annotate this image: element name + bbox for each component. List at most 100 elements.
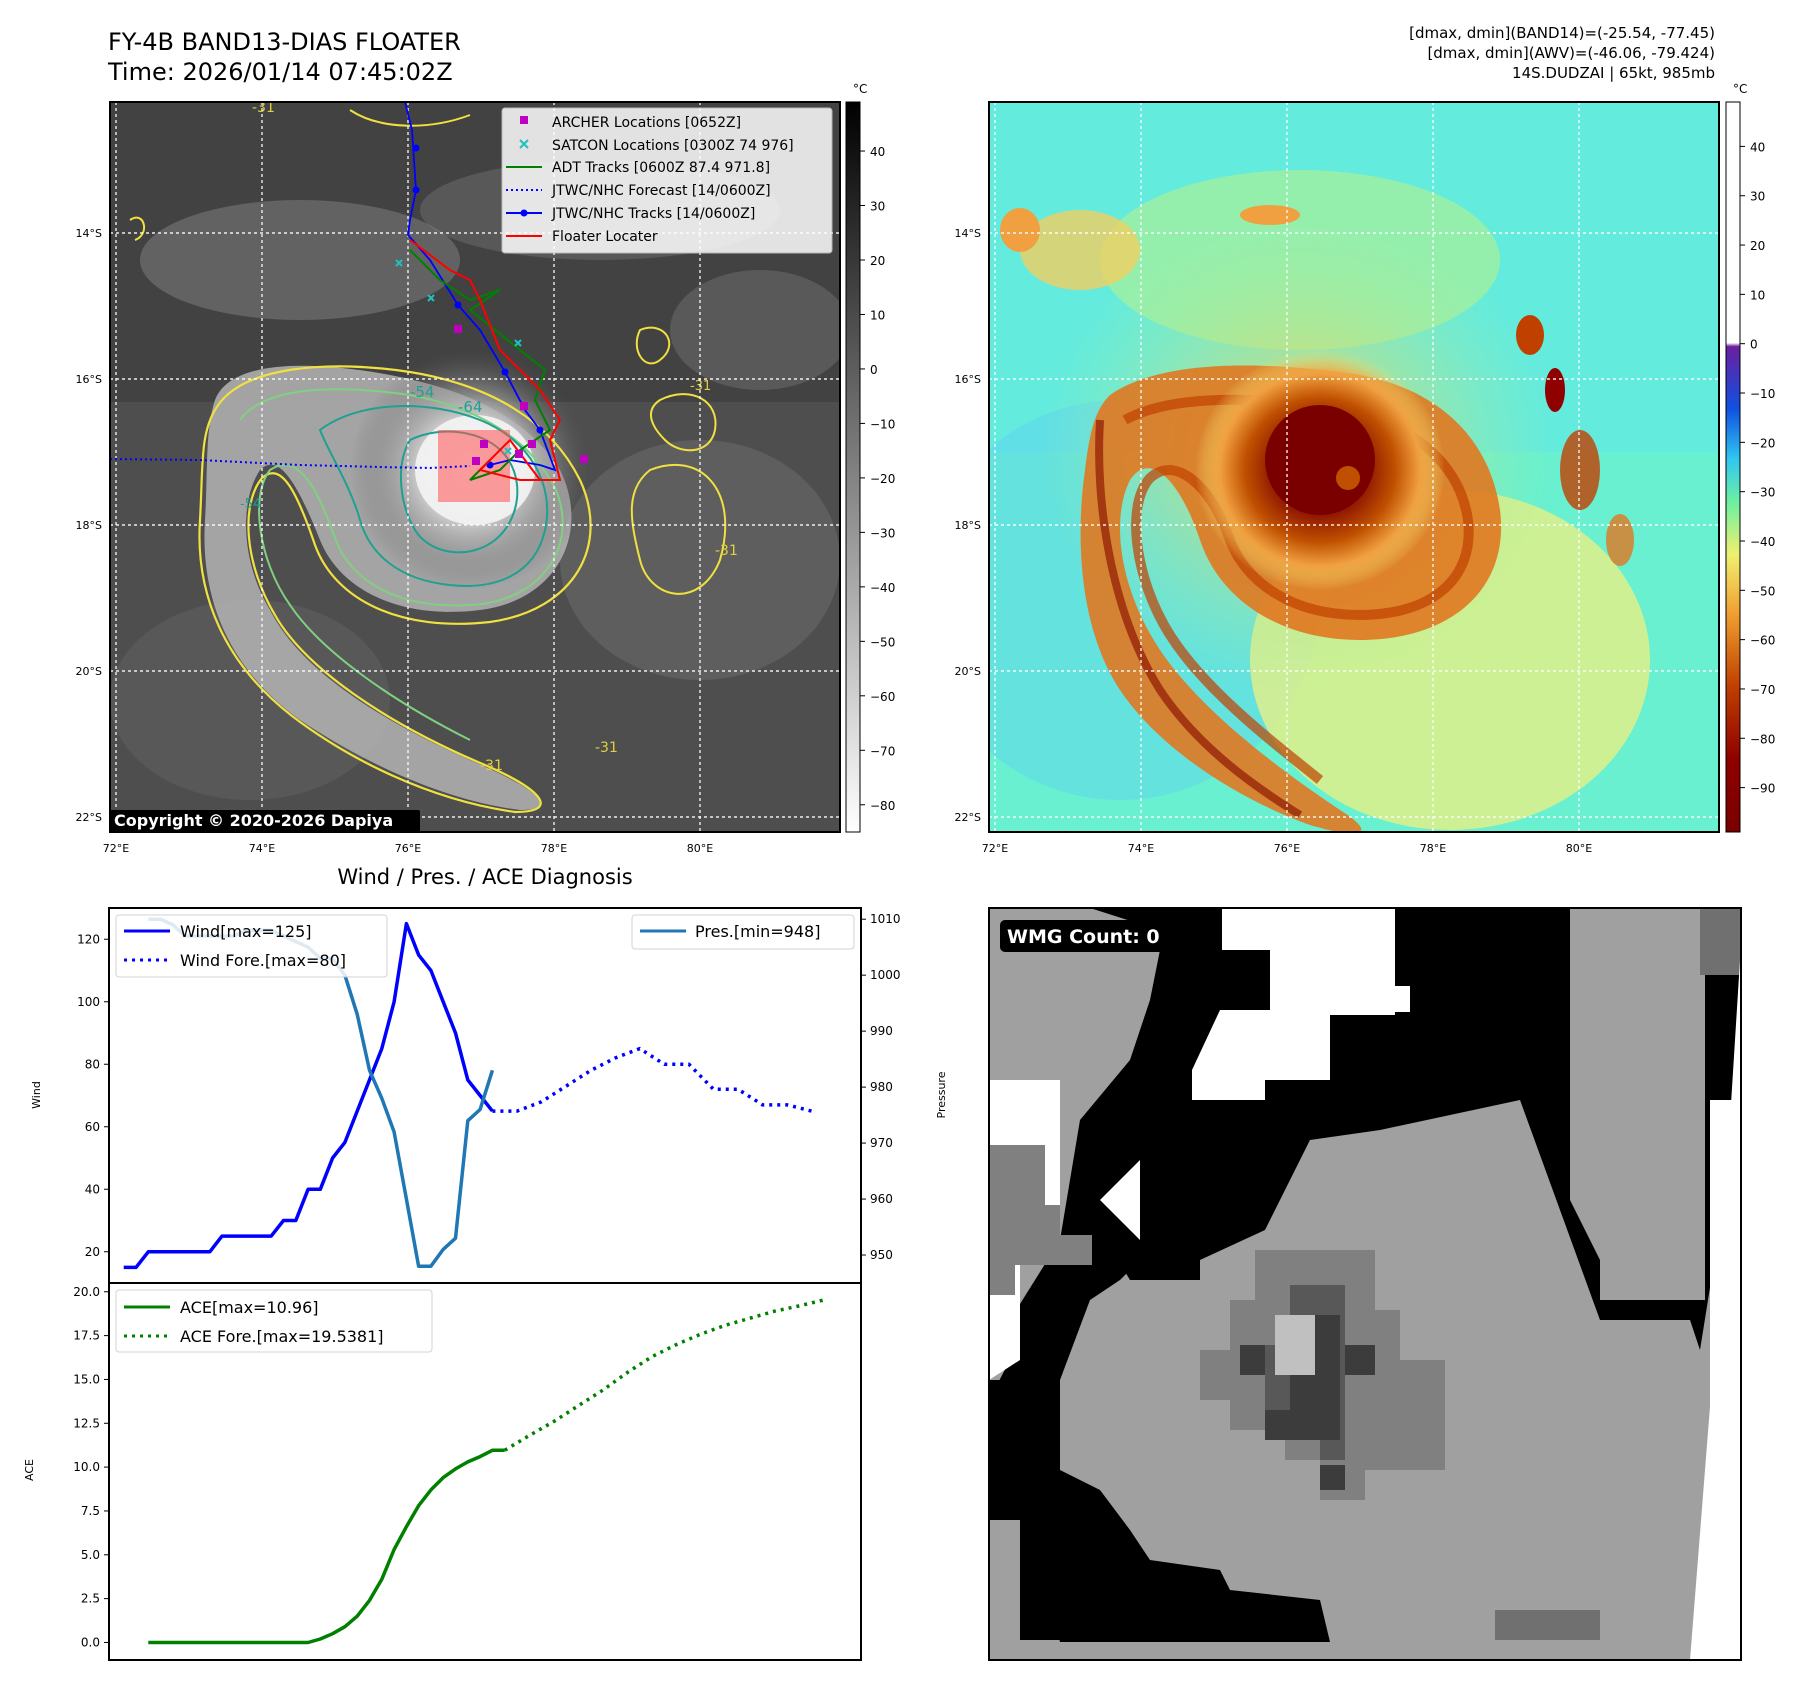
ir-colorbar-unit: °C xyxy=(853,82,867,96)
contour-label: -31 xyxy=(252,100,275,116)
contour-label: -31 xyxy=(595,740,618,756)
ace-ytick: 2.5 xyxy=(81,1592,100,1606)
pressure-ytick: 1010 xyxy=(870,912,901,926)
wind-ytick: 120 xyxy=(77,932,100,946)
adt-track xyxy=(409,249,552,481)
lon-label: 78°E xyxy=(541,842,567,855)
ace-ytick: 10.0 xyxy=(73,1460,100,1474)
legend-floater: Floater Locater xyxy=(552,229,658,245)
ace-ytick: 7.5 xyxy=(81,1504,100,1518)
legend-adt: ADT Tracks [0600Z 87.4 971.8] xyxy=(552,160,770,176)
pres-legend: Pres.[min=948] xyxy=(631,914,855,950)
info-awv: [dmax, dmin](AWV)=(-46.06, -79.424) xyxy=(1427,44,1715,62)
legend-forecast: JTWC/NHC Forecast [14/0600Z] xyxy=(551,183,771,199)
pressure-ytick: 990 xyxy=(870,1024,893,1038)
ir-colorbar-tick: −30 xyxy=(870,526,895,540)
lat-label: 20°S xyxy=(76,665,102,678)
jtwc-track xyxy=(404,102,557,472)
figure-time: Time: 2026/01/14 07:45:02Z xyxy=(107,58,453,86)
lat-label: 18°S xyxy=(955,519,981,532)
floater-track xyxy=(409,239,562,481)
ir-colorbar-tick: 10 xyxy=(870,308,885,322)
bd-grid xyxy=(989,102,1719,832)
ir-colorbar-tick: −80 xyxy=(870,799,895,813)
ir-colorbar: °C 40 30 20 10 0 −10 −20 −30 −40 −50 −60 −70 −80 xyxy=(845,82,895,833)
bd-colorbar-tick: −70 xyxy=(1750,683,1775,697)
wind-ylabel: Wind xyxy=(30,1081,43,1109)
floater-box xyxy=(438,430,510,502)
lat-label: 20°S xyxy=(955,665,981,678)
legend-pres: Pres.[min=948] xyxy=(695,922,820,941)
series-wind xyxy=(123,921,494,1270)
ace-ytick: 12.5 xyxy=(73,1416,100,1430)
lon-label: 72°E xyxy=(982,842,1008,855)
contour-label: -64 xyxy=(458,398,483,416)
bd-colorbar-tick: −80 xyxy=(1750,732,1775,746)
pressure-ylabel: Pressure xyxy=(935,1071,948,1118)
info-band14: [dmax, dmin](BAND14)=(-25.54, -77.45) xyxy=(1409,24,1715,42)
ace-ytick: 17.5 xyxy=(73,1329,100,1343)
wind-ytick: 40 xyxy=(85,1182,100,1196)
ace-ytick: 0.0 xyxy=(81,1635,100,1649)
pressure-ytick: 950 xyxy=(870,1248,893,1262)
lon-label: 74°E xyxy=(1128,842,1154,855)
wmg-panel: WMG Count: 0 xyxy=(989,908,1741,1660)
legend-archer: ARCHER Locations [0652Z] xyxy=(552,115,741,131)
bd-colorbar-tick: 40 xyxy=(1750,140,1765,154)
ir-colorbar-tick: 40 xyxy=(870,145,885,159)
bd-colorbar-tick: −10 xyxy=(1750,387,1775,401)
bd-colorbar: °C 40 30 20 10 0 −10 −20 −30 −40 −50 −60 −70 −80 −90 xyxy=(1725,82,1775,833)
ir-colorbar-tick: 0 xyxy=(870,363,878,377)
contour-label: -31 xyxy=(480,758,503,774)
ace-ytick: 15.0 xyxy=(73,1372,100,1386)
legend-jtwc: JTWC/NHC Tracks [14/0600Z] xyxy=(551,206,755,222)
lon-label: 78°E xyxy=(1420,842,1446,855)
bd-colorbar-tick: 0 xyxy=(1750,338,1758,352)
bd-colorbar-unit: °C xyxy=(1733,82,1747,96)
wind-ytick: 20 xyxy=(85,1245,100,1259)
ir-colorbar-tick: −50 xyxy=(870,635,895,649)
lat-label: 18°S xyxy=(76,519,102,532)
ir-colorbar-tick: −40 xyxy=(870,581,895,595)
bd-colorbar-tick: −60 xyxy=(1750,634,1775,648)
bd-colorbar-tick: −90 xyxy=(1750,782,1775,796)
series-ace xyxy=(148,1448,505,1645)
pressure-ytick: 970 xyxy=(870,1136,893,1150)
legend-ace: ACE[max=10.96] xyxy=(180,1298,319,1317)
lon-label: 72°E xyxy=(103,842,129,855)
lat-label: 14°S xyxy=(955,227,981,240)
lat-label: 14°S xyxy=(76,227,102,240)
ir-colorbar-tick: 20 xyxy=(870,254,885,268)
ir-colorbar-tick: −70 xyxy=(870,744,895,758)
wind-ytick: 80 xyxy=(85,1057,100,1071)
lat-label: 16°S xyxy=(76,373,102,386)
wmg-count-badge: WMG Count: 0 xyxy=(1007,926,1160,948)
lat-label: 16°S xyxy=(955,373,981,386)
copyright-badge: Copyright © 2020-2026 Dapiya xyxy=(114,811,393,830)
legend-wind-fore: Wind Fore.[max=80] xyxy=(180,951,346,970)
series-wind-fore xyxy=(492,1046,813,1113)
bd-colorbar-tick: −30 xyxy=(1750,486,1775,500)
ace-ytick: 5.0 xyxy=(81,1548,100,1562)
ace-ylabel: ACE xyxy=(23,1459,36,1481)
forecast-track xyxy=(110,458,471,470)
lon-label: 76°E xyxy=(1274,842,1300,855)
ace-legend: ACE[max=10.96] ACE Fore.[max=19.5381] xyxy=(115,1289,433,1353)
wind-ytick: 100 xyxy=(77,995,100,1009)
lon-label: 76°E xyxy=(395,842,421,855)
legend-ace-fore: ACE Fore.[max=19.5381] xyxy=(180,1327,384,1346)
pressure-ytick: 1000 xyxy=(870,968,901,982)
contour-label: -54 xyxy=(240,497,261,512)
wind-legend: Wind[max=125] Wind Fore.[max=80] xyxy=(115,914,388,978)
contour-label: -31 xyxy=(715,543,738,559)
pressure-ytick: 980 xyxy=(870,1080,893,1094)
bd-colorbar-tick: 10 xyxy=(1750,288,1765,302)
info-storm: 14S.DUDZAI | 65kt, 985mb xyxy=(1512,64,1715,82)
bd-map-panel xyxy=(989,102,1719,832)
ir-legend: ARCHER Locations [0652Z] SATCON Location… xyxy=(501,107,833,254)
bd-colorbar-tick: 20 xyxy=(1750,239,1765,253)
contour-label: -54 xyxy=(410,383,435,401)
bd-colorbar-tick: −20 xyxy=(1750,436,1775,450)
ir-axis-labels: 14°S 16°S 18°S 20°S 22°S 72°E 74°E 76°E … xyxy=(76,227,714,855)
ir-colorbar-tick: −10 xyxy=(870,417,895,431)
